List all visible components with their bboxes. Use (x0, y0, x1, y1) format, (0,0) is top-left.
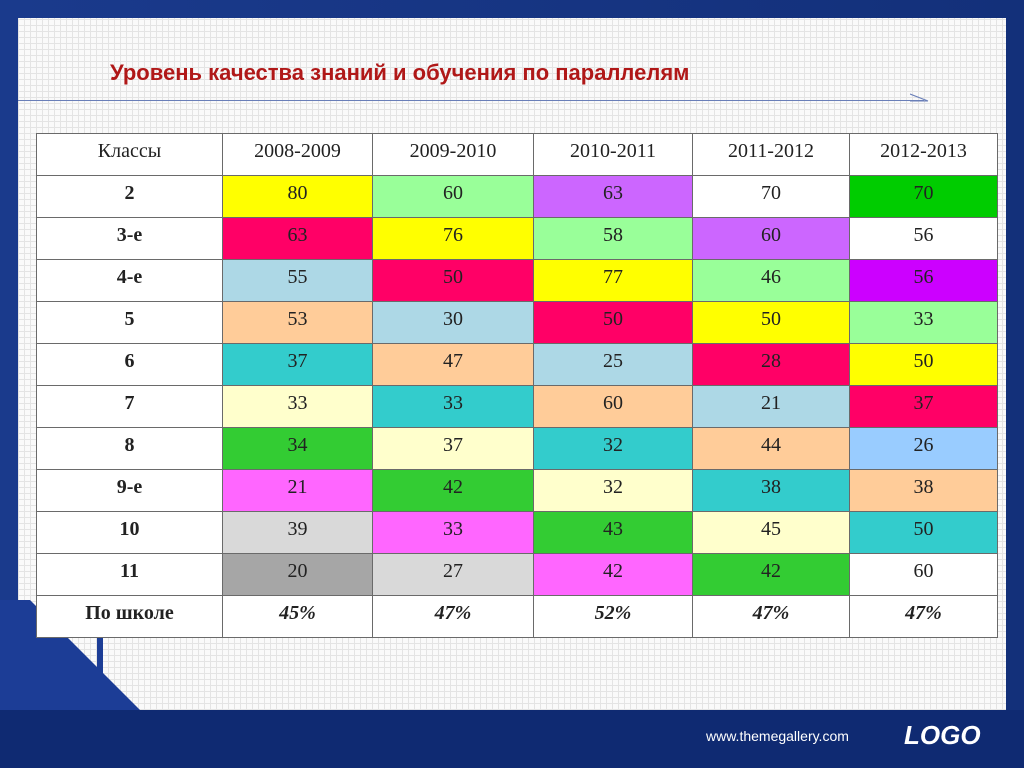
table-cell: 70 (692, 175, 850, 218)
footer-url-link[interactable]: www.themegallery.com (706, 728, 849, 744)
table-header-row: Классы 2008-2009 2009-2010 2010-2011 201… (36, 133, 998, 176)
table-cell: 50 (372, 259, 534, 302)
table-cell: 42 (692, 553, 850, 596)
table-cell: 80 (222, 175, 373, 218)
table-cell: 37 (372, 427, 534, 470)
footer-cell: 47% (849, 595, 998, 638)
table-cell: 60 (533, 385, 693, 428)
table-cell: 60 (849, 553, 998, 596)
table-cell: 37 (222, 343, 373, 386)
table-cell: 56 (849, 217, 998, 260)
table-cell: 50 (849, 511, 998, 554)
table-cell: 50 (533, 301, 693, 344)
table-cell: 44 (692, 427, 850, 470)
row-label: 3-е (36, 217, 223, 260)
table-cell: 32 (533, 427, 693, 470)
row-label: 10 (36, 511, 223, 554)
table-cell: 33 (849, 301, 998, 344)
table-row: 5 53 30 50 50 33 (36, 301, 998, 344)
footer-cell: 52% (533, 595, 693, 638)
table-row: 9-е 21 42 32 38 38 (36, 469, 998, 512)
table-cell: 50 (849, 343, 998, 386)
table-cell: 26 (849, 427, 998, 470)
table-row: 7 33 33 60 21 37 (36, 385, 998, 428)
table-cell: 21 (692, 385, 850, 428)
title-underline (18, 100, 924, 101)
header-year: 2012-2013 (849, 133, 998, 176)
table-cell: 33 (372, 511, 534, 554)
table-cell: 53 (222, 301, 373, 344)
table-cell: 50 (692, 301, 850, 344)
table-cell: 56 (849, 259, 998, 302)
slide-title: Уровень качества знаний и обучения по па… (110, 60, 690, 85)
logo: LOGO (904, 720, 981, 750)
row-label: 6 (36, 343, 223, 386)
table-row: 2 80 60 63 70 70 (36, 175, 998, 218)
header-year: 2008-2009 (222, 133, 373, 176)
row-label: 11 (36, 553, 223, 596)
table-cell: 21 (222, 469, 373, 512)
table-cell: 20 (222, 553, 373, 596)
footer-cell: 47% (372, 595, 534, 638)
underline-arrow-icon (910, 93, 929, 102)
table-cell: 76 (372, 217, 534, 260)
table-cell: 34 (222, 427, 373, 470)
header-classes: Классы (36, 133, 223, 176)
row-label: 2 (36, 175, 223, 218)
table-row: 10 39 33 43 45 50 (36, 511, 998, 554)
row-label: 8 (36, 427, 223, 470)
table-cell: 45 (692, 511, 850, 554)
table-cell: 39 (222, 511, 373, 554)
table-cell: 63 (533, 175, 693, 218)
table-cell: 30 (372, 301, 534, 344)
table-cell: 58 (533, 217, 693, 260)
table-cell: 42 (533, 553, 693, 596)
footer-bar (0, 710, 1024, 768)
header-year: 2010-2011 (533, 133, 693, 176)
table-row: 11 20 27 42 42 60 (36, 553, 998, 596)
table-row: 6 37 47 25 28 50 (36, 343, 998, 386)
table-cell: 60 (372, 175, 534, 218)
table-cell: 32 (533, 469, 693, 512)
header-year: 2011-2012 (692, 133, 850, 176)
table-cell: 25 (533, 343, 693, 386)
table-row: 4-е 55 50 77 46 56 (36, 259, 998, 302)
row-label: 7 (36, 385, 223, 428)
table-row: 3-е 63 76 58 60 56 (36, 217, 998, 260)
table-row: 8 34 37 32 44 26 (36, 427, 998, 470)
row-label: 4-е (36, 259, 223, 302)
table-cell: 33 (222, 385, 373, 428)
table-cell: 27 (372, 553, 534, 596)
row-label: 9-е (36, 469, 223, 512)
table-cell: 28 (692, 343, 850, 386)
table-cell: 55 (222, 259, 373, 302)
table-cell: 38 (849, 469, 998, 512)
header-year: 2009-2010 (372, 133, 534, 176)
footer-cell: 47% (692, 595, 850, 638)
footer-cell: 45% (222, 595, 373, 638)
quality-table: Классы 2008-2009 2009-2010 2010-2011 201… (36, 133, 998, 638)
table-cell: 63 (222, 217, 373, 260)
table-cell: 60 (692, 217, 850, 260)
table-cell: 33 (372, 385, 534, 428)
table-cell: 46 (692, 259, 850, 302)
table-cell: 42 (372, 469, 534, 512)
table-cell: 37 (849, 385, 998, 428)
table-cell: 47 (372, 343, 534, 386)
table-cell: 70 (849, 175, 998, 218)
footer-label: По школе (36, 595, 223, 638)
table-cell: 43 (533, 511, 693, 554)
row-label: 5 (36, 301, 223, 344)
table-cell: 38 (692, 469, 850, 512)
table-footer-row: По школе 45% 47% 52% 47% 47% (36, 595, 998, 638)
table-cell: 77 (533, 259, 693, 302)
